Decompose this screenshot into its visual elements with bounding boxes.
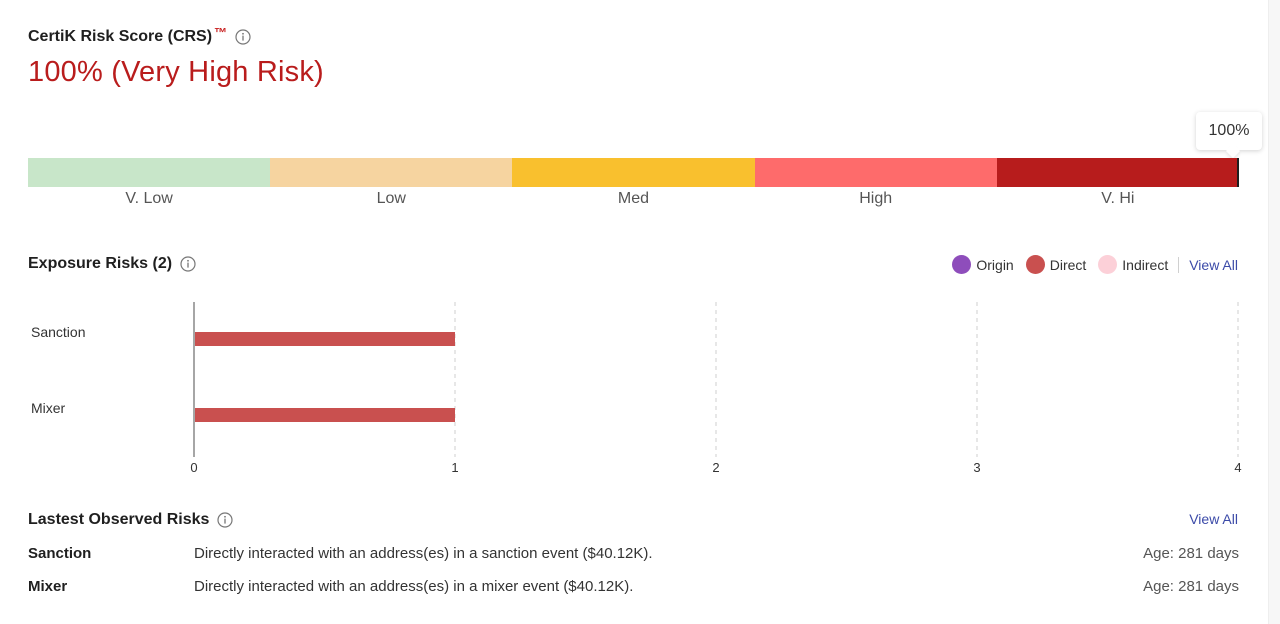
y-category-label: Mixer <box>31 400 66 416</box>
observed-risk-type: Mixer <box>28 577 68 595</box>
observed-risk-description: Directly interacted with an address(es) … <box>194 544 653 562</box>
exposure-title: Exposure Risks (2) <box>28 255 173 272</box>
legend-divider <box>1178 256 1180 273</box>
risk-level-label: V. Low <box>125 190 173 207</box>
legend-direct[interactable]: Direct <box>1025 255 1087 274</box>
risk-score-bar <box>28 158 1239 187</box>
risk-segment-4 <box>996 158 1239 187</box>
legend-label: Origin <box>976 256 1014 273</box>
observed-view-all-link[interactable]: View All <box>1189 511 1238 527</box>
risk-level-label: Low <box>376 190 406 207</box>
info-icon[interactable] <box>235 29 251 45</box>
observed-risk-age: Age: 281 days <box>1143 577 1239 595</box>
risk-segment-0 <box>28 158 271 187</box>
observed-row: Sanction Directly interacted with an add… <box>28 542 1239 564</box>
observed-risk-description: Directly interacted with an address(es) … <box>194 577 634 595</box>
trademark-mark: ™ <box>214 24 228 40</box>
direct-dot-icon <box>1025 255 1045 274</box>
crs-header: CertiK Risk Score (CRS) ™ <box>28 24 251 46</box>
risk-segment-2 <box>512 158 755 187</box>
risk-level-labels: V. Low Low Med High V. Hi <box>28 190 1239 208</box>
observed-row: Mixer Directly interacted with an addres… <box>28 575 1239 597</box>
exposure-risks-chart: 0 1 2 3 4 Sanction Mixer <box>31 302 1242 475</box>
legend-label: Indirect <box>1122 256 1169 273</box>
legend-origin[interactable]: Origin <box>952 255 1014 274</box>
bar-sanction <box>195 332 455 346</box>
risk-segment-3 <box>754 158 997 187</box>
exposure-legend: Origin Direct Indirect View All <box>940 255 1238 274</box>
crs-score: 100% (Very High Risk) <box>28 56 324 88</box>
risk-score-marker <box>1237 158 1239 187</box>
exposure-header: Exposure Risks (2) <box>28 255 196 273</box>
x-tick-label: 2 <box>712 460 719 475</box>
risk-level-label: High <box>859 190 893 207</box>
indirect-dot-icon <box>1098 255 1118 274</box>
risk-level-label: V. Hi <box>1101 190 1135 207</box>
x-tick-label: 4 <box>1234 460 1241 475</box>
risk-level-label: Med <box>617 190 650 207</box>
crs-title: CertiK Risk Score (CRS) <box>28 28 213 45</box>
legend-indirect[interactable]: Indirect <box>1098 255 1168 274</box>
observed-header: Lastest Observed Risks <box>28 511 234 529</box>
x-tick-label: 0 <box>190 460 197 475</box>
info-icon[interactable] <box>180 256 196 272</box>
origin-dot-icon <box>952 255 972 274</box>
x-tick-label: 3 <box>973 460 980 475</box>
legend-label: Direct <box>1049 256 1087 273</box>
observed-risk-type: Sanction <box>28 544 92 562</box>
scrollbar-track[interactable] <box>1268 0 1280 624</box>
y-category-label: Sanction <box>31 324 85 340</box>
observed-title: Lastest Observed Risks <box>28 511 210 528</box>
risk-segment-1 <box>270 158 513 187</box>
info-icon[interactable] <box>217 512 234 528</box>
exposure-view-all-link[interactable]: View All <box>1189 256 1238 273</box>
bar-mixer <box>195 408 455 422</box>
observed-risk-age: Age: 281 days <box>1143 544 1239 562</box>
x-tick-label: 1 <box>451 460 458 475</box>
score-tooltip: 100% <box>1196 112 1262 150</box>
